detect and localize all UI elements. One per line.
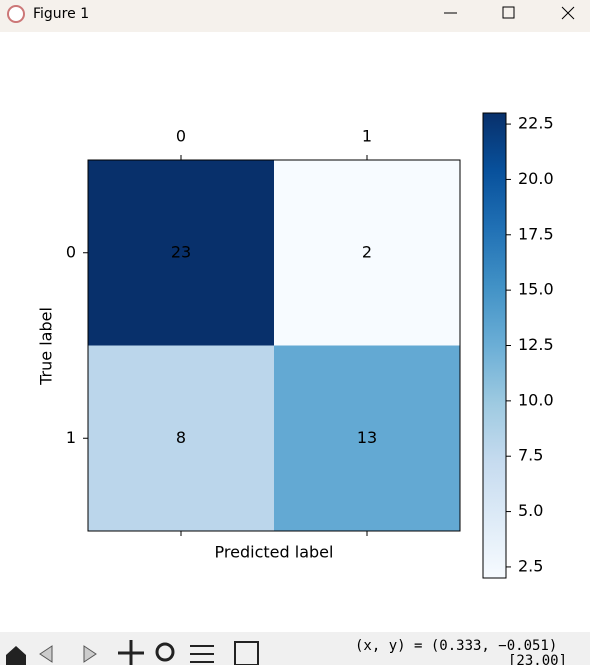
home-button[interactable] [6,646,26,665]
colorbar-tick-label: 10.0 [518,390,554,409]
status-value: [23.00] [508,653,567,665]
status-coords: (x, y) = (0.333, −0.051) [355,638,557,654]
colorbar-tick-label: 12.5 [518,335,554,354]
y-tick-label: 1 [66,428,76,447]
cell-label: 8 [176,428,186,447]
app-icon [7,5,25,23]
maximize-button[interactable] [502,6,515,19]
title-bar [0,0,590,32]
colorbar [482,112,507,579]
close-button[interactable] [561,6,575,20]
colorbar-tick-label: 15.0 [518,280,554,299]
forward-button[interactable] [83,645,97,663]
plot-frame [87,159,461,532]
heatmap-cell [274,160,460,346]
colorbar-tick-label: 7.5 [518,446,543,465]
y-axis-label: True label [37,307,56,386]
configure-button[interactable] [190,645,214,663]
colorbar-tick-label: 20.0 [518,169,554,188]
heatmap-cell [274,345,460,531]
colorbar-tick-label: 17.5 [518,224,554,243]
colorbar-tick-label: 5.0 [518,501,543,520]
cell-label: 13 [357,428,377,447]
colorbar-tick-label: 2.5 [518,556,543,575]
heatmap-cell [88,345,274,531]
x-tick-label: 1 [362,127,372,146]
cell-label: 2 [362,242,372,261]
x-tick-label: 0 [176,127,186,146]
cell-label: 23 [171,242,191,261]
zoom-button[interactable] [155,642,175,662]
pan-button[interactable] [118,640,144,665]
window-title: Figure 1 [33,6,89,22]
heatmap-cell [88,160,274,346]
colorbar-tick-label: 22.5 [518,114,554,133]
x-axis-label: Predicted label [215,543,334,562]
toolbar [0,632,590,665]
y-tick-label: 0 [66,242,76,261]
back-button[interactable] [39,645,53,663]
